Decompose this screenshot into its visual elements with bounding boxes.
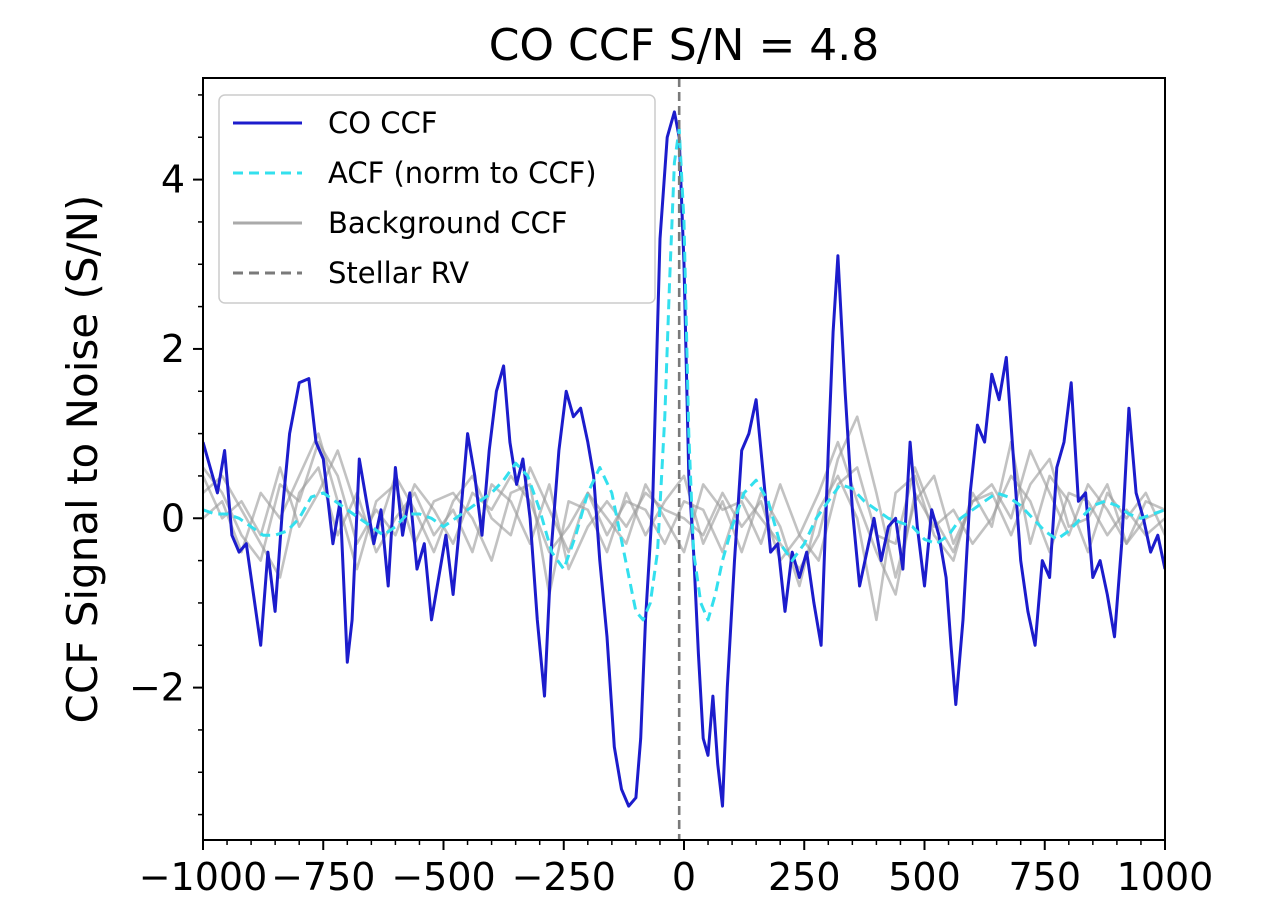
legend-label-0: CO CCF [328, 106, 437, 140]
x-tick-label: 0 [672, 855, 696, 899]
legend: CO CCF ACF (norm to CCF) Background CCF Ste… [218, 94, 656, 304]
background-ccf-line-4 [203, 432, 1165, 622]
x-tick-label: −750 [271, 855, 375, 899]
background-ccf-line-2 [203, 415, 1165, 579]
y-tick-label: 2 [161, 327, 185, 371]
x-tick-label: −250 [512, 855, 616, 899]
x-tick-label: 1000 [1117, 855, 1214, 899]
chart-title: CO CCF S/N = 4.8 [489, 20, 880, 71]
background-ccf-line-5 [203, 449, 1165, 562]
series-layer [203, 78, 1165, 840]
legend-label-2: Background CCF [328, 206, 567, 240]
x-axis: −1000 −750 −500 −250 0 250 500 750 1000 [139, 840, 1214, 899]
x-tick-label: −500 [391, 855, 495, 899]
acf-line [203, 127, 1165, 622]
x-tick-label: −1000 [139, 855, 268, 899]
y-tick-label: 4 [161, 158, 185, 202]
legend-label-3: Stellar RV [328, 256, 469, 290]
y-axis: −2 0 2 4 [129, 94, 203, 816]
x-tick-label: 250 [768, 855, 841, 899]
legend-box [218, 94, 656, 304]
x-tick-label: 500 [888, 855, 961, 899]
y-tick-label: −2 [129, 666, 185, 710]
y-tick-label: 0 [161, 496, 185, 540]
background-ccf-line-3 [203, 440, 1165, 596]
y-axis-label: CCF Signal to Noise (S/N) [58, 195, 107, 724]
x-tick-label: 750 [1008, 855, 1081, 899]
legend-label-1: ACF (norm to CCF) [328, 156, 597, 190]
